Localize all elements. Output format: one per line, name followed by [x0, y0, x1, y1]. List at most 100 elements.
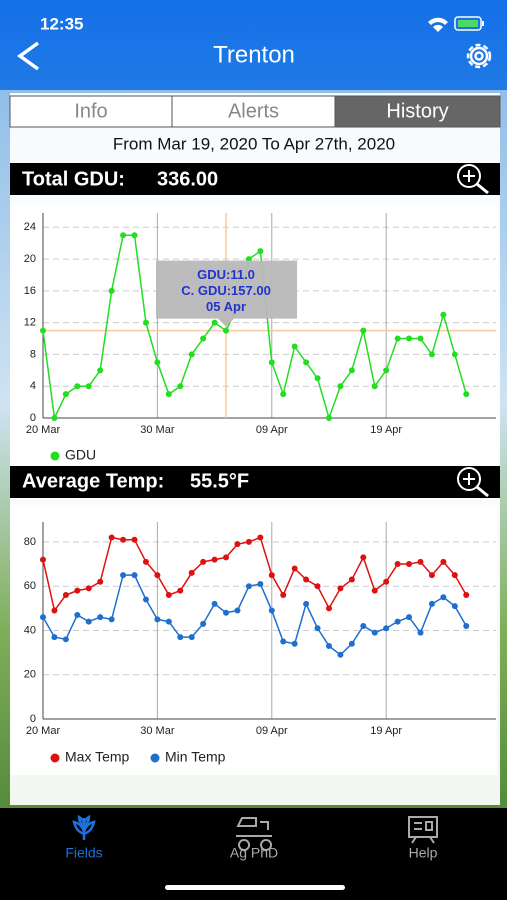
segment[interactable] [334, 95, 501, 128]
data-point [394, 335, 401, 342]
data-point [268, 359, 275, 366]
y-tick-label: 4 [30, 380, 36, 392]
data-point [200, 335, 207, 342]
nav-title: Trenton [213, 41, 295, 68]
data-point [383, 625, 390, 632]
data-point [200, 558, 207, 565]
legend-label: Min Temp [165, 749, 226, 765]
summary-value: 55.5°F [190, 470, 249, 492]
data-point [51, 634, 58, 641]
tab-label[interactable]: Help [409, 845, 438, 861]
summary-label: Total GDU: [22, 168, 125, 190]
segment[interactable] [9, 95, 173, 128]
summary-label: Average Temp: [22, 470, 164, 492]
data-point [348, 576, 355, 583]
data-point [97, 578, 104, 585]
y-tick-label: 12 [24, 317, 36, 329]
data-point [451, 572, 458, 579]
data-point [325, 605, 332, 612]
charts: 0 4 8 12 16 20 24 20 Mar 30 Mar 09 Apr 19 Apr GDU GD… [24, 213, 496, 765]
settings-button[interactable] [466, 43, 492, 69]
data-point [360, 554, 367, 561]
data-point [188, 351, 195, 358]
data-point [154, 616, 161, 623]
y-tick-label: 40 [24, 624, 36, 636]
data-point [314, 625, 321, 632]
y-tick-label: 20 [24, 253, 36, 265]
tab-label[interactable]: Fields [65, 845, 102, 861]
chart-panel [10, 505, 497, 775]
segment-label: Alerts [228, 100, 279, 122]
data-point [440, 558, 447, 565]
y-tick-label: 0 [30, 713, 36, 725]
zoom-button[interactable] [457, 467, 489, 498]
data-point [406, 614, 413, 621]
data-point [371, 629, 378, 636]
segment[interactable] [171, 95, 336, 128]
data-point [154, 359, 161, 366]
data-point [223, 609, 230, 616]
x-tick-label: 30 Mar [140, 725, 175, 737]
y-tick-label: 16 [24, 285, 36, 297]
data-point [383, 578, 390, 585]
data-point [165, 391, 172, 398]
data-point [417, 335, 424, 342]
data-point [360, 623, 367, 630]
segmented-control: Info Alerts History [9, 95, 501, 128]
x-tick-label: 20 Mar [26, 725, 61, 737]
data-point [314, 375, 321, 382]
data-point [108, 534, 115, 541]
summary-value: 336.00 [157, 168, 218, 190]
data-point [348, 367, 355, 374]
data-point [371, 383, 378, 390]
data-point [280, 592, 287, 599]
y-tick-label: 80 [24, 536, 36, 548]
data-point [177, 587, 184, 594]
data-point [428, 572, 435, 579]
tooltip-box [156, 260, 298, 319]
data-point [62, 592, 69, 599]
data-point [223, 554, 230, 561]
data-point [440, 594, 447, 601]
data-point [85, 383, 92, 390]
data-point [51, 607, 58, 614]
data-point [428, 600, 435, 607]
data-point [74, 611, 81, 618]
status-time: 12:35 [40, 14, 83, 33]
data-point [234, 541, 241, 548]
data-point [211, 319, 218, 326]
tab-label[interactable]: Ag PhD [230, 845, 278, 861]
data-point [303, 359, 310, 366]
data-point [211, 600, 218, 607]
data-point [451, 351, 458, 358]
data-point [97, 367, 104, 374]
tooltip-text: C. GDU:157.00 [181, 283, 271, 298]
data-point [108, 616, 115, 623]
data-point [120, 572, 127, 579]
data-point [200, 620, 207, 627]
data-point [131, 572, 138, 579]
y-tick-label: 20 [24, 669, 36, 681]
data-point [177, 383, 184, 390]
zoom-button[interactable] [457, 164, 489, 195]
data-point [62, 391, 69, 398]
y-tick-label: 0 [30, 412, 36, 424]
data-point [280, 391, 287, 398]
data-point [131, 536, 138, 543]
data-point [234, 607, 241, 614]
data-point [348, 640, 355, 647]
data-point [428, 351, 435, 358]
data-point [440, 311, 447, 318]
date-range: From Mar 19, 2020 To Apr 27th, 2020 [113, 134, 395, 153]
tooltip-text: 05 Apr [206, 299, 246, 314]
data-point [40, 556, 46, 563]
back-button[interactable] [17, 41, 40, 71]
tooltip-pointer [218, 318, 235, 327]
y-tick-label: 60 [24, 580, 36, 592]
data-point [154, 572, 161, 579]
data-point [165, 618, 172, 625]
data-point [142, 319, 149, 326]
data-point [97, 614, 104, 621]
data-point [463, 391, 470, 398]
